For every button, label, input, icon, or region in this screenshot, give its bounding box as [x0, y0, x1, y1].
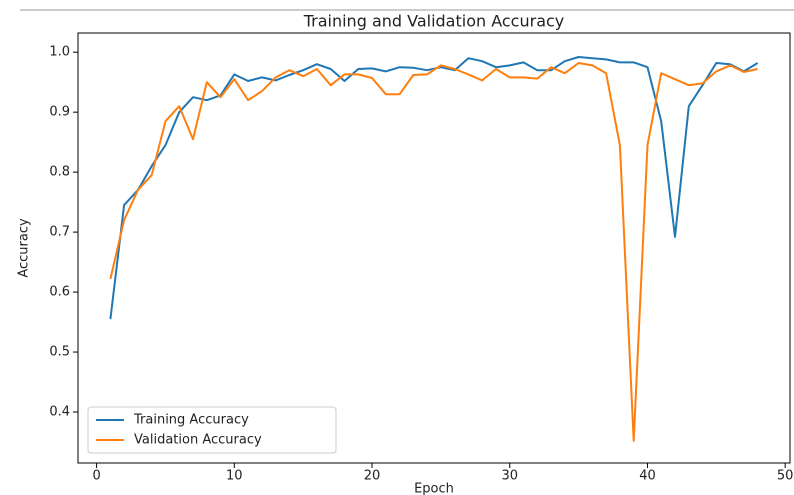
y-tick-label: 0.6	[49, 285, 70, 300]
x-tick-label: 0	[92, 469, 100, 484]
x-tick-label: 20	[364, 469, 381, 484]
x-tick-label: 50	[777, 469, 794, 484]
y-tick-label: 0.8	[49, 165, 70, 180]
legend-label: Training Accuracy	[133, 413, 249, 428]
y-tick-label: 1.0	[49, 45, 70, 60]
chart-title: Training and Validation Accuracy	[303, 12, 565, 31]
x-tick-label: 10	[226, 469, 243, 484]
plot-frame	[77, 32, 791, 464]
x-axis-label: Epoch	[414, 482, 454, 495]
y-tick-label: 0.4	[49, 405, 70, 420]
x-tick-label: 30	[501, 469, 518, 484]
y-tick-label: 0.9	[49, 105, 70, 120]
legend-label: Validation Accuracy	[134, 433, 262, 448]
data-line	[109, 56, 759, 320]
data-line	[109, 62, 758, 442]
legend-box	[87, 406, 337, 454]
x-tick-label: 40	[639, 469, 656, 484]
y-tick-label: 0.7	[49, 225, 70, 240]
y-axis-label: Accuracy	[17, 218, 32, 278]
y-tick-label: 0.5	[49, 345, 70, 360]
